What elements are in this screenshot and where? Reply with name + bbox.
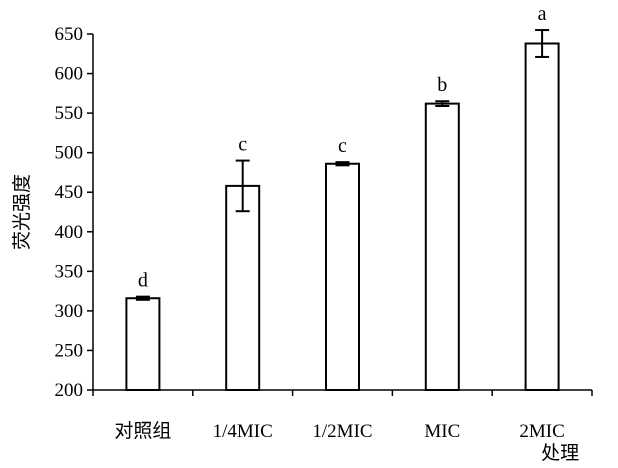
- bar-2: [325, 162, 360, 391]
- error-bar-1: [235, 159, 250, 213]
- error-bar-0: [135, 295, 150, 301]
- significance-label-2: c: [338, 135, 347, 157]
- x-axis-tick-labels: 对照组 1/4MIC 1/2MIC MIC 2MIC: [114, 420, 564, 442]
- x-tick-label-2: 1/2MIC: [312, 421, 372, 442]
- bars: [125, 42, 560, 392]
- y-tick-label: 350: [55, 261, 84, 282]
- x-tick-label-0: 对照组: [114, 420, 171, 442]
- y-tick-label: 650: [55, 24, 84, 45]
- significance-label-0: d: [138, 270, 148, 292]
- y-tick-label: 450: [55, 182, 84, 203]
- error-bar-3: [435, 100, 450, 107]
- bar-4: [524, 42, 560, 391]
- y-tick-label: 250: [55, 340, 84, 361]
- y-axis-title: 荧光强度: [11, 174, 33, 250]
- significance-label-1: c: [238, 134, 247, 156]
- x-axis-title: 处理: [541, 442, 579, 464]
- x-tick-label-4: 2MIC: [519, 421, 564, 442]
- y-tick-label: 550: [55, 103, 84, 124]
- y-tick-label: 400: [55, 222, 84, 243]
- significance-label-4: a: [538, 3, 547, 25]
- bar-1: [225, 184, 261, 391]
- y-axis-ticks: 200 250 300 350 400 450 500 550 600 650: [55, 24, 593, 401]
- bar-3: [424, 102, 460, 392]
- error-bar-2: [335, 161, 350, 167]
- x-tick-label-3: MIC: [424, 421, 460, 442]
- bar-0: [125, 297, 161, 391]
- y-tick-label: 600: [55, 64, 84, 85]
- error-bar-4: [535, 29, 550, 58]
- y-tick-label: 300: [55, 301, 84, 322]
- x-tick-label-1: 1/4MIC: [213, 421, 273, 442]
- error-bars: [135, 29, 550, 301]
- y-tick-label: 500: [55, 143, 84, 164]
- significance-labels: d c c b a: [138, 3, 547, 292]
- significance-label-3: b: [437, 74, 447, 96]
- y-tick-label: 200: [55, 380, 84, 401]
